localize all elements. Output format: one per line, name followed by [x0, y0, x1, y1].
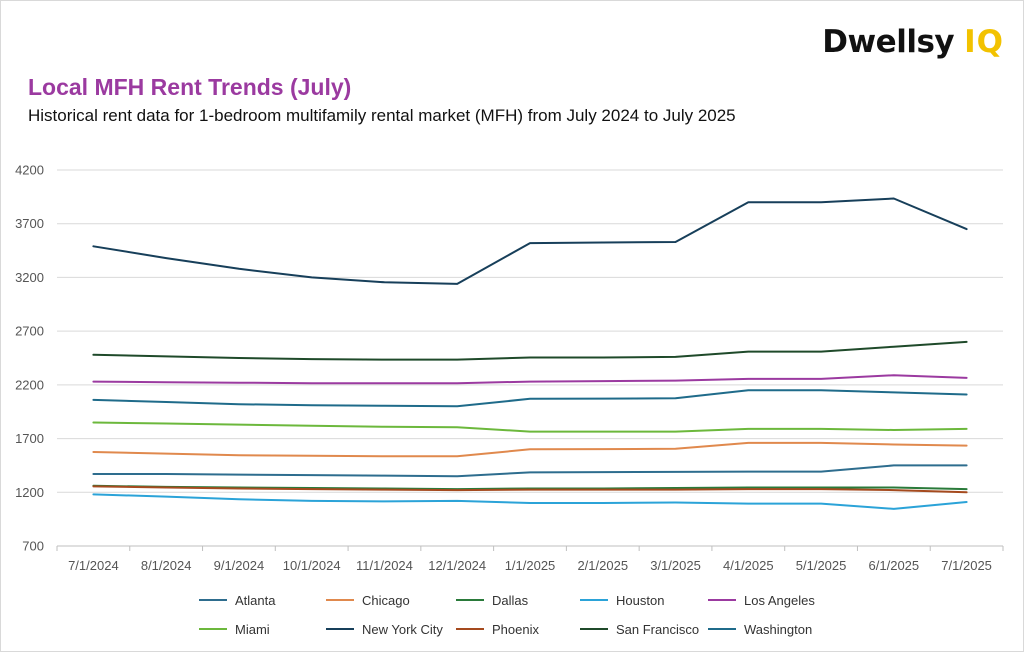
legend-label-atlanta: Atlanta: [235, 593, 276, 608]
x-tick-label: 3/1/2025: [650, 558, 701, 573]
y-tick-label: 2200: [15, 377, 44, 392]
legend-label-chicago: Chicago: [362, 593, 410, 608]
x-tick-label: 2/1/2025: [577, 558, 628, 573]
dwellsy-iq-logo: Dwellsy IQ: [822, 22, 1004, 62]
x-tick-label: 6/1/2025: [869, 558, 920, 573]
x-tick-label: 7/1/2024: [68, 558, 119, 573]
y-tick-label: 700: [22, 539, 44, 554]
legend-label-houston: Houston: [616, 593, 664, 608]
logo-iq-mark: IQ: [964, 24, 1004, 60]
x-tick-label: 7/1/2025: [941, 558, 992, 573]
y-tick-label: 3200: [15, 270, 44, 285]
x-tick-label: 5/1/2025: [796, 558, 847, 573]
legend-label-miami: Miami: [235, 622, 270, 637]
series-line-miami: [92, 421, 968, 433]
x-tick-label: 4/1/2025: [723, 558, 774, 573]
legend-label-los-angeles: Los Angeles: [744, 593, 815, 608]
x-tick-label: 10/1/2024: [283, 558, 341, 573]
legend-label-washington: Washington: [744, 622, 812, 637]
series-line-new-york-city: [92, 197, 968, 285]
series-line-san-francisco: [92, 340, 968, 361]
y-tick-label: 2700: [15, 324, 44, 339]
chart-subtitle: Historical rent data for 1-bedroom multi…: [28, 106, 736, 125]
y-tick-label: 4200: [15, 163, 44, 178]
series-line-washington: [92, 389, 968, 408]
x-tick-label: 9/1/2024: [214, 558, 265, 573]
y-tick-label: 1700: [15, 431, 44, 446]
series-line-los-angeles: [92, 374, 968, 385]
x-tick-label: 8/1/2024: [141, 558, 192, 573]
chart-title: Local MFH Rent Trends (July): [28, 74, 352, 100]
legend-label-san-francisco: San Francisco: [616, 622, 699, 637]
legend-label-new-york-city: New York City: [362, 622, 443, 637]
legend-label-phoenix: Phoenix: [492, 622, 539, 637]
series-line-chicago: [92, 441, 968, 458]
x-tick-label: 12/1/2024: [428, 558, 486, 573]
x-tick-label: 11/1/2024: [356, 558, 413, 573]
logo-wordmark: Dwellsy: [822, 24, 955, 60]
y-tick-label: 3700: [15, 216, 44, 231]
series-line-phoenix: [92, 485, 968, 494]
series-line-houston: [92, 493, 968, 510]
x-tick-label: 1/1/2025: [505, 558, 556, 573]
legend-label-dallas: Dallas: [492, 593, 529, 608]
series-line-atlanta: [92, 464, 968, 478]
y-tick-label: 1200: [15, 485, 44, 500]
